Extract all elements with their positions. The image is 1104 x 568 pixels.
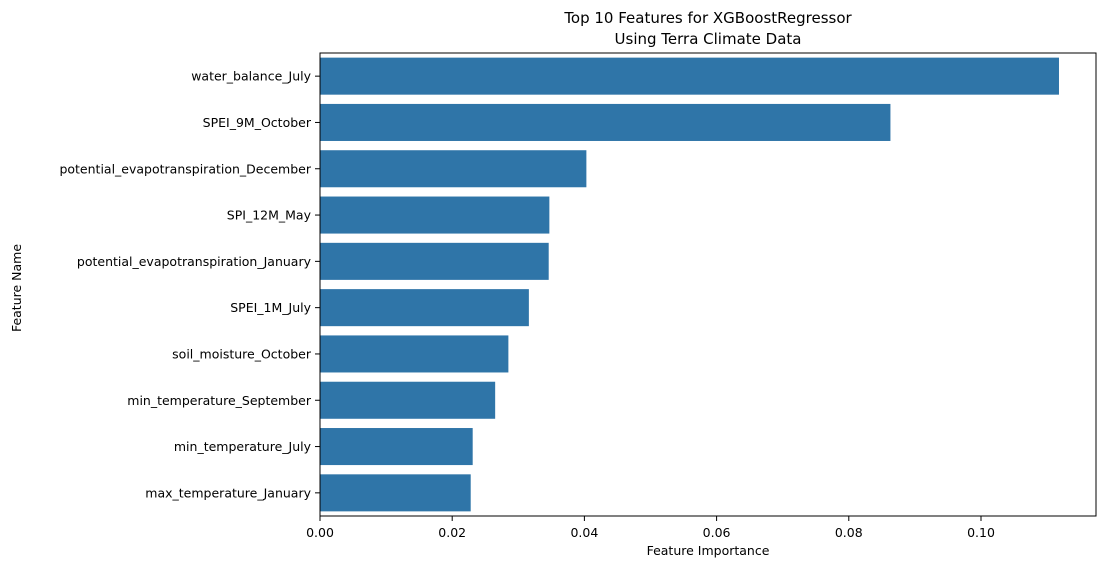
bar-potential_evapotranspiration_December [320, 150, 587, 188]
x-tick-label: 0.08 [835, 525, 863, 540]
bar-min_temperature_September [320, 381, 496, 419]
y-tick-label: SPEI_1M_July [230, 300, 311, 315]
y-axis-ticks: water_balance_July SPEI_9M_Octoberpotenti… [59, 69, 320, 500]
y-tick-label: soil_moisture_October [172, 346, 312, 361]
bar-potential_evapotranspiration_January [320, 242, 549, 280]
bar-SPI_12M_May [320, 196, 550, 234]
x-tick-label: 0.04 [570, 525, 598, 540]
y-tick-label: SPI_12M_May [227, 208, 312, 223]
y-tick-label: potential_evapotranspiration_January [77, 254, 312, 269]
bars-group [320, 57, 1059, 512]
bar-SPEI_9M_October [320, 103, 891, 141]
bar-soil_moisture_October [320, 335, 509, 373]
y-tick-label: min_temperature_July [174, 439, 312, 454]
y-tick-label: max_temperature_January [145, 485, 311, 500]
bar-SPEI_1M_July [320, 289, 529, 327]
y-axis-title: Feature Name [9, 244, 24, 332]
chart-title: Top 10 Features for XGBoostRegressor [563, 9, 852, 27]
y-tick-label: water_balance_July [191, 69, 311, 84]
x-tick-label: 0.00 [306, 525, 334, 540]
y-tick-label: potential_evapotranspiration_December [59, 161, 311, 176]
chart-subtitle: Using Terra Climate Data [615, 30, 802, 48]
x-tick-label: 0.10 [967, 525, 995, 540]
y-tick-label: min_temperature_September [127, 393, 312, 408]
plot-frame [319, 52, 1097, 517]
y-tick-label: SPEI_9M_October [203, 115, 312, 130]
x-tick-label: 0.02 [438, 525, 466, 540]
bar-water_balance_July [320, 57, 1059, 95]
x-axis-title: Feature Importance [647, 543, 770, 558]
bar-min_temperature_July [320, 428, 473, 466]
x-axis-ticks: 0.00 0.02 0.04 0.06 0.08 0.10 [306, 516, 995, 540]
x-tick-label: 0.06 [703, 525, 731, 540]
bar-max_temperature_January [320, 474, 471, 512]
